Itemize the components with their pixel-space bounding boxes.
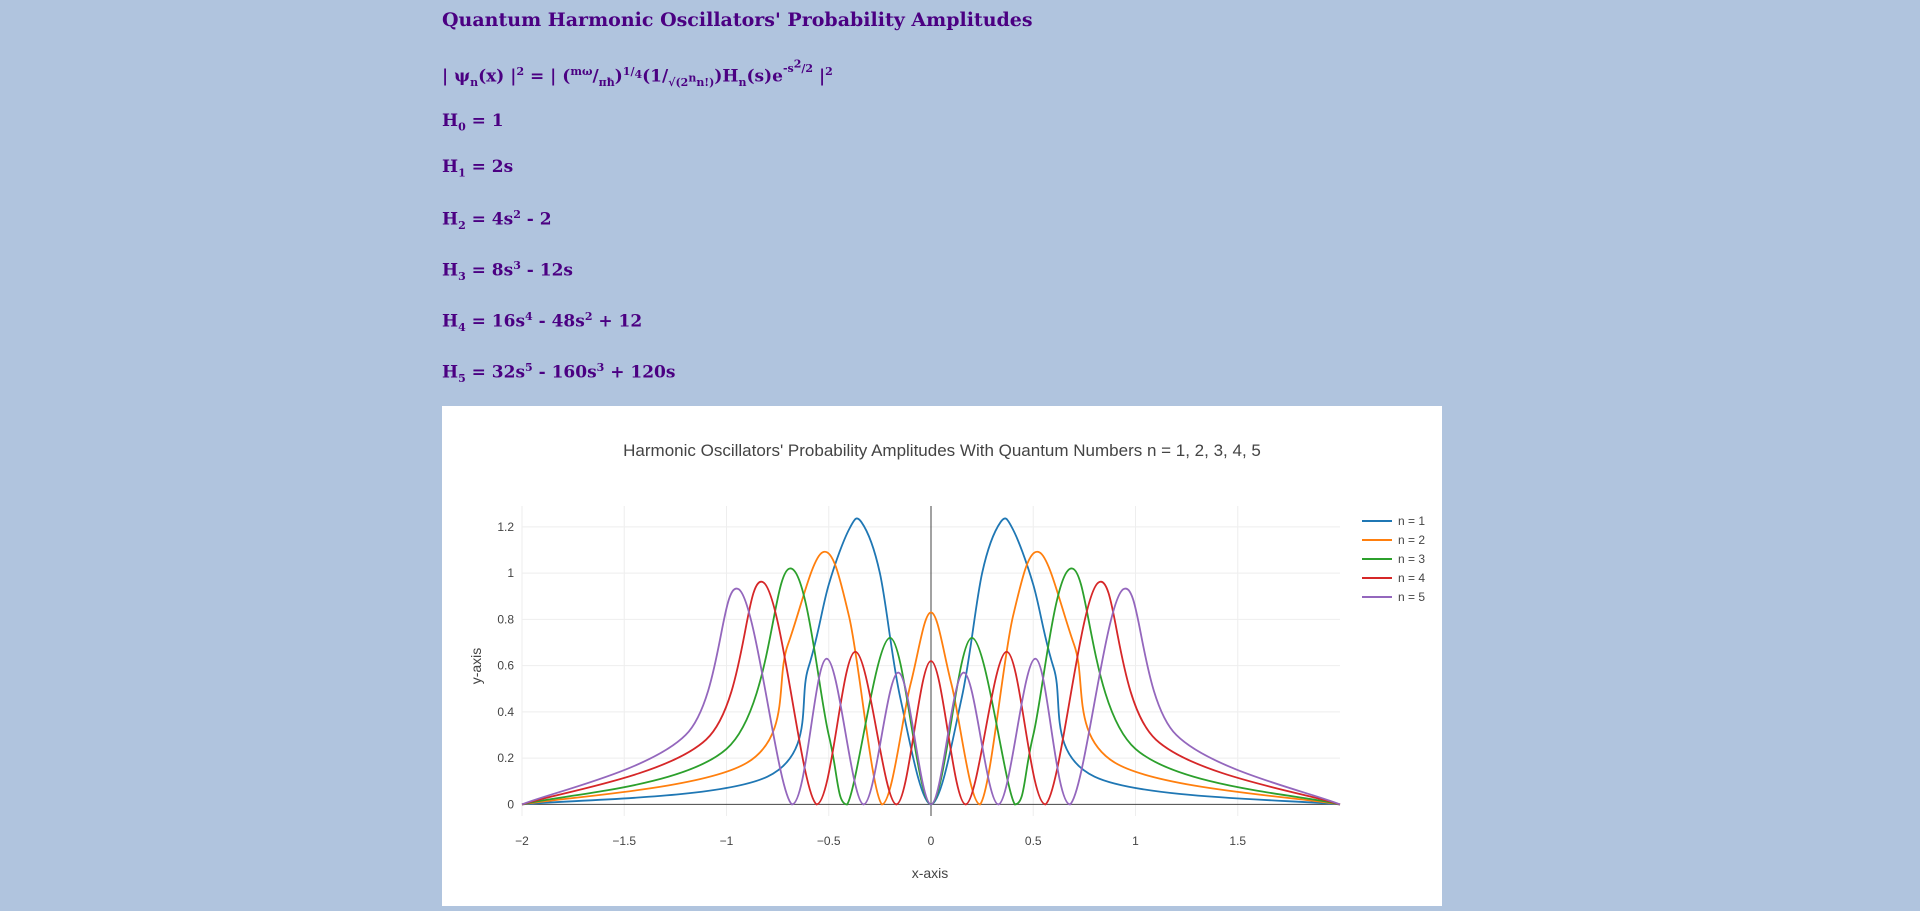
hermite-term: - 48s — [532, 311, 585, 332]
hermite-symbol: H — [442, 209, 459, 230]
x-tick-label: 1.5 — [1229, 834, 1246, 848]
y-tick-label: 0.4 — [497, 705, 514, 719]
x-tick-label: −0.5 — [817, 834, 841, 848]
hermite-term: = 8s — [465, 260, 514, 281]
hermite-term: - 2 — [520, 209, 552, 230]
formula-part: | — [813, 66, 826, 87]
hermite-index: 5 — [458, 372, 466, 386]
series-line-n-4 — [521, 581, 1341, 806]
formula-exponent: -s — [782, 61, 794, 75]
x-axis-title: x-axis — [912, 865, 949, 881]
y-tick-label: 0.2 — [497, 751, 514, 765]
legend-label: n = 2 — [1398, 533, 1425, 547]
formula-exponent: 1 — [622, 65, 631, 78]
x-tick-label: 0 — [928, 834, 935, 848]
hermite-equation: H1 = 2s — [442, 157, 513, 179]
hermite-equation: H2 = 4s2 - 2 — [442, 208, 552, 232]
y-axis-title: y-axis — [468, 648, 484, 685]
x-tick-label: 0.5 — [1025, 834, 1042, 848]
hermite-symbol: H — [442, 311, 459, 332]
y-tick-label: 0 — [507, 797, 514, 811]
formula-numerator: mω — [570, 65, 593, 78]
hermite-term: + 120s — [604, 362, 676, 383]
formula-subscript: n — [738, 76, 747, 90]
tick-layer: −2 −1.5 −1 −0.5 0 0.5 1 1.5 0 0.2 0.4 0.6 0.8 1 1.2 — [497, 520, 1246, 848]
formula-part: )H — [714, 66, 739, 87]
formula-part: / — [592, 66, 599, 87]
hermite-index: 2 — [458, 219, 466, 233]
x-tick-label: −1.5 — [612, 834, 636, 848]
probability-formula: | ψn(x) |2 = | (mω/πħ)1/4(1/√(2nn!))Hn(s… — [442, 57, 833, 90]
x-tick-label: −2 — [515, 834, 529, 848]
hermite-index: 0 — [458, 120, 466, 134]
formula-part: ) — [614, 66, 623, 87]
series-line-n-2 — [521, 550, 1341, 806]
y-tick-label: 1 — [507, 566, 514, 580]
formula-exponent: 2 — [793, 57, 802, 70]
y-tick-label: 1.2 — [497, 520, 514, 534]
hermite-exponent: 4 — [525, 310, 533, 323]
legend-label: n = 3 — [1398, 552, 1425, 566]
hermite-symbol: H — [442, 362, 459, 383]
formula-part: (s)e — [746, 66, 783, 87]
hermite-exponent: 2 — [584, 310, 593, 323]
hermite-term: = 16s — [465, 311, 526, 332]
formula-part: | ψ — [442, 66, 471, 87]
formula-part: (x) | — [478, 66, 517, 87]
formula-exponent: 4 — [634, 68, 643, 82]
legend-label: n = 4 — [1398, 571, 1425, 585]
chart-title: Harmonic Oscillators' Probability Amplit… — [623, 441, 1261, 460]
hermite-equation: H5 = 32s5 - 160s3 + 120s — [442, 361, 675, 385]
hermite-term: + 12 — [592, 311, 643, 332]
probability-chart: −2 −1.5 −1 −0.5 0 0.5 1 1.5 0 0.2 0.4 0.6 0.8 1 1.2 Ha… — [468, 441, 1425, 881]
hermite-symbol: H — [442, 111, 459, 131]
series-line-n-5 — [521, 587, 1341, 806]
hermite-term: = 32s — [465, 362, 526, 383]
formula-part: = | ( — [524, 66, 571, 87]
hermite-equation: H3 = 8s3 - 12s — [442, 259, 573, 283]
formula-superscript: 2 — [825, 65, 833, 78]
formula-denominator: πħ — [598, 76, 615, 90]
legend-label: n = 5 — [1398, 590, 1425, 604]
hermite-exponent: 2 — [513, 208, 521, 221]
hermite-equation: H4 = 16s4 - 48s2 + 12 — [442, 310, 642, 334]
y-tick-label: 0.8 — [497, 612, 514, 626]
formula-denominator: √(2 — [668, 76, 689, 90]
formula-subscript: n — [470, 76, 479, 90]
hermite-equation: H0 = 1 — [442, 111, 504, 133]
hermite-term: - 12s — [520, 260, 573, 281]
chart-container: −2 −1.5 −1 −0.5 0 0.5 1 1.5 0 0.2 0.4 0.6 0.8 1 1.2 Ha… — [442, 406, 1442, 906]
hermite-term: = 2s — [465, 157, 514, 177]
hermite-exponent: 3 — [513, 259, 521, 272]
formula-exponent: n — [688, 71, 697, 85]
hermite-term: = 4s — [465, 209, 514, 230]
formula-part: (1 — [642, 66, 662, 87]
hermite-index: 4 — [458, 321, 466, 335]
page-title: Quantum Harmonic Oscillators' Probabilit… — [442, 9, 1033, 31]
hermite-exponent: 3 — [596, 361, 605, 374]
hermite-term: - 160s — [532, 362, 597, 383]
hermite-exponent: 5 — [525, 361, 533, 374]
formula-exponent: 2 — [805, 61, 814, 75]
hermite-index: 3 — [458, 270, 466, 284]
legend: n = 1 n = 2 n = 3 n = 4 n = 5 — [1362, 514, 1425, 604]
legend-label: n = 1 — [1398, 514, 1425, 528]
hermite-term: = 1 — [465, 111, 504, 131]
hermite-symbol: H — [442, 260, 459, 281]
series-layer — [521, 517, 1341, 806]
formula-exponent: / — [801, 61, 806, 75]
y-tick-label: 0.6 — [497, 659, 514, 673]
formula-denominator: n!) — [696, 76, 715, 90]
hermite-index: 1 — [458, 166, 466, 180]
x-tick-label: −1 — [720, 834, 734, 848]
formula-superscript: 2 — [516, 65, 525, 78]
hermite-symbol: H — [442, 157, 459, 177]
x-tick-label: 1 — [1132, 834, 1139, 848]
